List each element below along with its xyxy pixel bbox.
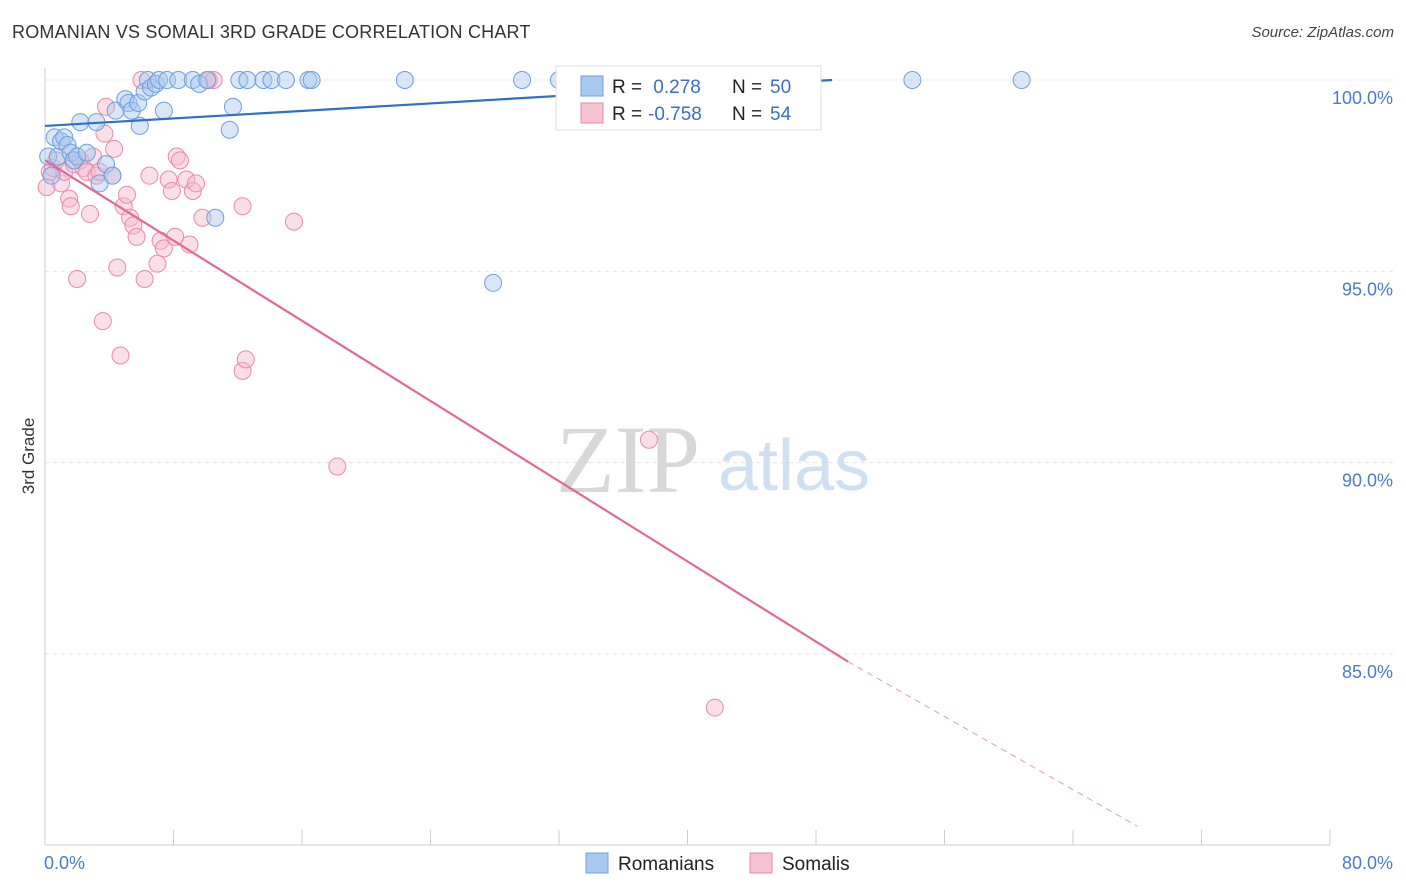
y-tick-label-1: 95.0% bbox=[1342, 279, 1393, 299]
y-tick-label-0: 100.0% bbox=[1332, 88, 1393, 108]
somalis-point-40 bbox=[177, 170, 196, 189]
series-legend: Romanians Somalis bbox=[585, 852, 850, 875]
somalis-point-44 bbox=[193, 208, 212, 227]
romanians-point-48 bbox=[903, 71, 922, 89]
somalis-point-4 bbox=[52, 174, 71, 193]
romanians-point-14 bbox=[97, 155, 116, 174]
legend-n-value-somalis: 54 bbox=[770, 104, 792, 125]
x-tick-label-min: 0.0% bbox=[44, 853, 85, 873]
bottom-swatch-romanians bbox=[585, 852, 609, 874]
somalis-point-43 bbox=[186, 174, 205, 193]
somalis-point-0 bbox=[37, 178, 56, 197]
somalis-point-49 bbox=[236, 350, 255, 369]
somalis-point-50 bbox=[284, 212, 303, 231]
romanians-point-45 bbox=[513, 71, 532, 89]
watermark-atlas: atlas bbox=[718, 426, 870, 506]
somalis-points bbox=[37, 71, 724, 717]
legend-swatch-somalis bbox=[580, 102, 604, 124]
somalis-point-39 bbox=[170, 151, 189, 170]
romanians-point-28 bbox=[154, 101, 173, 120]
bottom-legend-romanians: Romanians bbox=[618, 854, 714, 875]
somalis-point-12 bbox=[77, 162, 96, 181]
y-tick-labels: 100.0% 95.0% 90.0% 85.0% bbox=[1332, 88, 1393, 682]
somalis-point-21 bbox=[105, 139, 124, 158]
romanians-point-44 bbox=[484, 273, 503, 292]
romanians-point-11 bbox=[77, 143, 96, 162]
correlation-legend: R = 0.278 N = 50 R = -0.758 N = 54 bbox=[555, 65, 822, 131]
romanians-points bbox=[39, 71, 1031, 292]
somalis-point-28 bbox=[127, 227, 146, 246]
x-tick-label-max: 80.0% bbox=[1342, 853, 1393, 873]
somalis-point-34 bbox=[154, 239, 173, 258]
romanians-point-39 bbox=[262, 71, 281, 89]
somalis-point-51 bbox=[328, 457, 347, 476]
romanians-point-37 bbox=[238, 71, 257, 89]
axes bbox=[44, 68, 1331, 846]
somalis-point-35 bbox=[159, 170, 178, 189]
legend-r-label-romanians: R = bbox=[612, 77, 642, 98]
romanians-point-1 bbox=[42, 166, 61, 185]
somalis-point-24 bbox=[114, 197, 133, 216]
romanians-point-19 bbox=[122, 101, 141, 120]
romanians-point-0 bbox=[39, 147, 58, 166]
legend-swatch-romanians bbox=[580, 75, 604, 97]
somalis-point-30 bbox=[132, 71, 151, 89]
romanians-point-40 bbox=[276, 71, 295, 89]
somalis-point-48 bbox=[233, 361, 252, 380]
somalis-point-32 bbox=[148, 254, 167, 273]
watermark-zip: ZIP bbox=[556, 406, 700, 513]
bottom-legend-somalis: Somalis bbox=[782, 854, 850, 875]
source-label: Source: ZipAtlas.com bbox=[1251, 24, 1394, 41]
somalis-point-19 bbox=[97, 97, 116, 116]
somalis-point-22 bbox=[108, 258, 127, 277]
somalis-point-17 bbox=[93, 312, 112, 331]
somalis-point-13 bbox=[80, 204, 99, 223]
somalis-point-31 bbox=[140, 166, 159, 185]
chart-title: ROMANIAN VS SOMALI 3RD GRADE CORRELATION… bbox=[12, 22, 531, 42]
x-tick-labels: 0.0% 80.0% bbox=[44, 853, 1393, 873]
romanians-point-35 bbox=[223, 97, 242, 116]
somalis-point-36 bbox=[162, 181, 181, 200]
romanians-point-43 bbox=[395, 71, 414, 89]
somalis-point-27 bbox=[124, 216, 143, 235]
y-axis-title: 3rd Grade bbox=[19, 418, 38, 495]
bottom-swatch-somalis bbox=[749, 852, 773, 874]
romanians-point-33 bbox=[206, 208, 225, 227]
somalis-trend-extension bbox=[847, 661, 1138, 827]
legend-n-label-romanians: N = bbox=[732, 77, 762, 98]
romanians-point-49 bbox=[1012, 71, 1031, 89]
romanians-point-34 bbox=[220, 120, 239, 139]
somalis-point-9 bbox=[68, 269, 87, 288]
romanians-point-10 bbox=[71, 113, 90, 132]
somalis-point-23 bbox=[111, 346, 130, 365]
legend-n-label-somalis: N = bbox=[732, 104, 762, 125]
legend-n-value-romanians: 50 bbox=[770, 77, 791, 98]
y-tick-label-2: 90.0% bbox=[1342, 471, 1393, 491]
somalis-point-46 bbox=[204, 71, 223, 89]
romanians-point-32 bbox=[198, 71, 217, 89]
y-tick-label-3: 85.0% bbox=[1342, 662, 1393, 682]
legend-r-value-romanians: 0.278 bbox=[648, 77, 701, 98]
watermark: ZIP atlas bbox=[556, 406, 870, 513]
romanians-point-42 bbox=[302, 71, 321, 89]
romanians-point-29 bbox=[169, 71, 188, 89]
somalis-point-25 bbox=[117, 185, 136, 204]
somalis-point-52 bbox=[639, 430, 658, 449]
romanians-point-20 bbox=[129, 93, 148, 112]
somalis-point-53 bbox=[705, 698, 724, 717]
somalis-point-7 bbox=[61, 197, 80, 216]
romanians-point-9 bbox=[68, 147, 87, 166]
somalis-trend-line bbox=[44, 159, 849, 663]
somalis-point-29 bbox=[135, 269, 154, 288]
somalis-point-6 bbox=[60, 189, 79, 208]
somalis-point-47 bbox=[233, 197, 252, 216]
romanians-point-15 bbox=[103, 166, 122, 185]
legend-r-label-somalis: R = bbox=[612, 104, 642, 125]
legend-r-value-somalis: -0.758 bbox=[648, 104, 702, 125]
